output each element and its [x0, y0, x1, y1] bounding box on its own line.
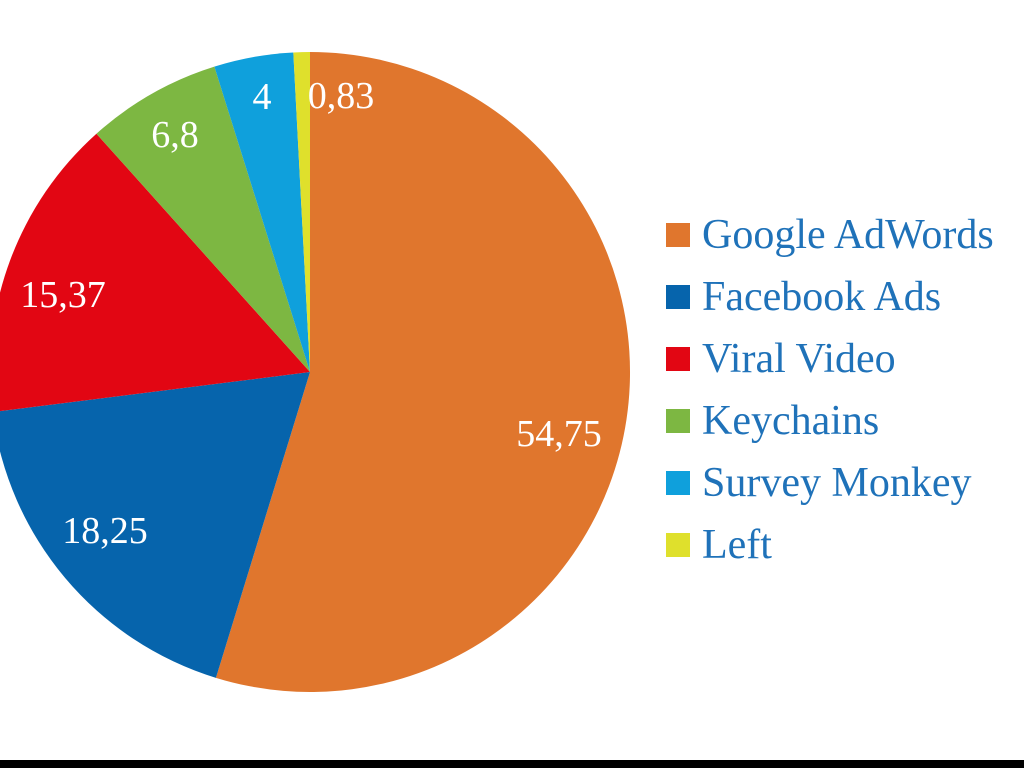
legend-label: Left — [702, 522, 772, 568]
pie-slice-value-label-google-adwords: 54,75 — [516, 413, 602, 455]
chart-legend: Google AdWords Facebook Ads Viral Video Key… — [666, 204, 994, 576]
legend-item-left: Left — [666, 514, 994, 576]
legend-item-survey-monkey: Survey Monkey — [666, 452, 994, 514]
legend-item-keychains: Keychains — [666, 390, 994, 452]
legend-swatch-icon — [666, 533, 690, 557]
pie-slice-value-label-left: 0,83 — [308, 75, 375, 117]
pie-slice-survey-monkey — [214, 52, 310, 372]
legend-item-facebook-ads: Facebook Ads — [666, 266, 994, 328]
legend-label: Viral Video — [702, 336, 896, 382]
legend-label: Facebook Ads — [702, 274, 942, 320]
bottom-divider-bar — [0, 760, 1024, 768]
pie-slice-facebook-ads — [0, 372, 310, 678]
legend-label: Keychains — [702, 398, 880, 444]
pie-slice-left — [293, 52, 310, 372]
legend-swatch-icon — [666, 471, 690, 495]
legend-swatch-icon — [666, 223, 690, 247]
legend-swatch-icon — [666, 347, 690, 371]
legend-item-google-adwords: Google AdWords — [666, 204, 994, 266]
pie-slice-google-adwords — [215, 52, 631, 692]
pie-slice-value-label-viral-video: 15,37 — [20, 274, 106, 316]
pie-slice-value-label-facebook-ads: 18,25 — [62, 510, 148, 552]
pie-slice-value-label-keychains: 6,8 — [151, 114, 199, 156]
legend-item-viral-video: Viral Video — [666, 328, 994, 390]
legend-swatch-icon — [666, 285, 690, 309]
pie-slice-keychains — [96, 66, 311, 373]
legend-swatch-icon — [666, 409, 690, 433]
legend-label: Survey Monkey — [702, 460, 972, 506]
pie-slice-value-label-survey-monkey: 4 — [253, 76, 272, 118]
pie-slice-viral-video — [0, 133, 310, 412]
legend-label: Google AdWords — [702, 212, 994, 258]
